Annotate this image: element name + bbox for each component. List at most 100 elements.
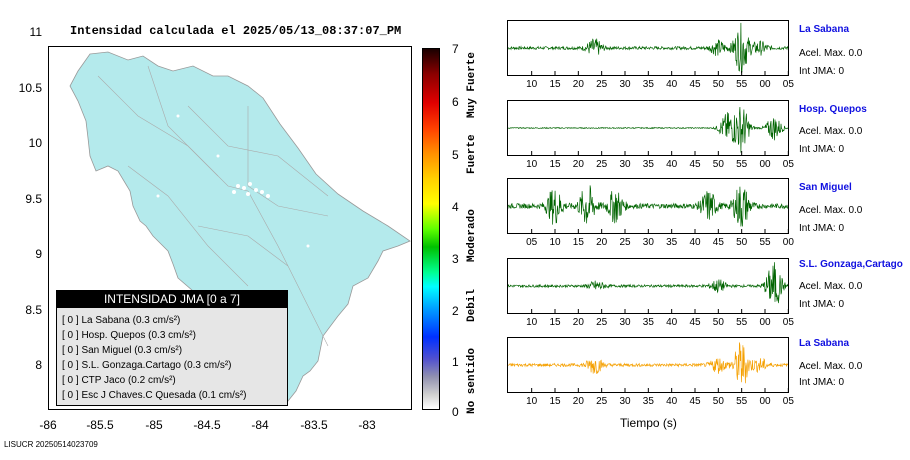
- trace-tick-label: 25: [596, 317, 608, 328]
- colorbar-tick: 6: [452, 95, 459, 109]
- trace-tick-label: 35: [642, 317, 654, 328]
- map-y-tick: 9: [35, 247, 42, 261]
- colorbar-tick: 5: [452, 148, 459, 162]
- station-jma: Int JMA: 0: [799, 299, 845, 310]
- trace-tick-label: 20: [572, 159, 584, 170]
- station-jma: Int JMA: 0: [799, 377, 845, 388]
- trace-tick-label: 35: [642, 396, 654, 407]
- trace-tick-label: 35: [642, 159, 654, 170]
- trace-waveform: [508, 106, 788, 153]
- trace-tick-label: 05: [782, 159, 794, 170]
- trace-tick-label: 00: [782, 237, 794, 248]
- time-axis-label: Tiempo (s): [620, 416, 677, 430]
- trace-tick-label: 55: [736, 396, 748, 407]
- map-roads: [97, 65, 329, 347]
- trace-tick-label: 35: [642, 79, 654, 90]
- trace-tick-label: 05: [782, 396, 794, 407]
- trace-tick-label: 25: [619, 237, 631, 248]
- trace-waveform: [508, 22, 788, 74]
- station-jma: Int JMA: 0: [799, 66, 845, 77]
- trace-tick-label: 10: [526, 159, 538, 170]
- station-jma: Int JMA: 0: [799, 223, 845, 234]
- trace-tick-label: 50: [712, 396, 724, 407]
- map-x-tick: -84.5: [193, 418, 221, 432]
- legend-item: [ 0 ] Hosp. Quepos (0.3 cm/s²): [62, 330, 196, 341]
- trace-tick-label: 50: [736, 237, 748, 248]
- trace-tick-label: 15: [549, 79, 561, 90]
- trace-tick-label: 20: [572, 317, 584, 328]
- colorbar-tick: 7: [452, 42, 459, 56]
- chart-title: Intensidad calculada el 2025/05/13_08:37…: [70, 24, 402, 38]
- trace-tick-label: 40: [689, 237, 701, 248]
- trace-tick-label: 45: [712, 237, 724, 248]
- trace-tick-label: 10: [526, 317, 538, 328]
- trace-tick-label: 10: [526, 79, 538, 90]
- trace-tick-label: 40: [666, 79, 678, 90]
- trace-tick-label: 35: [666, 237, 678, 248]
- trace-tick-label: 20: [572, 396, 584, 407]
- colorbar-category: Debil: [466, 288, 478, 322]
- map-y-tick: 8.5: [25, 303, 42, 317]
- station-name: La Sabana: [799, 338, 850, 349]
- trace-tick-label: 40: [666, 159, 678, 170]
- trace-tick-label: 15: [549, 159, 561, 170]
- costa-rica-landmass: [69, 51, 411, 402]
- trace-tick-label: 20: [596, 237, 608, 248]
- station-acel: Acel. Max. 0.0: [799, 361, 863, 372]
- trace-tick-label: 10: [526, 396, 538, 407]
- trace-tick-label: 40: [666, 317, 678, 328]
- trace-tick-label: 05: [526, 237, 538, 248]
- legend-item: [ 0 ] La Sabana (0.3 cm/s²): [62, 315, 181, 326]
- trace-tick-label: 00: [759, 159, 771, 170]
- seismogram-trace-2: [508, 185, 788, 233]
- legend-item: [ 0 ] S.L. Gonzaga.Cartago (0.3 cm/s²): [62, 360, 232, 371]
- colorbar-category: Fuerte: [466, 134, 478, 174]
- trace-tick-label: 00: [759, 317, 771, 328]
- trace-tick-label: 10: [549, 237, 561, 248]
- colorbar-category: Moderado: [466, 209, 478, 262]
- map-y-tick: 11: [29, 25, 42, 39]
- map-x-tick: -83: [358, 418, 376, 432]
- colorbar-tick: 0: [452, 405, 459, 419]
- colorbar-category: Muy Fuerte: [466, 51, 478, 118]
- trace-tick-label: 45: [689, 159, 701, 170]
- footer-id: LISUCR 20250514023709: [4, 440, 98, 449]
- station-name: La Sabana: [799, 24, 850, 35]
- seismogram-trace-0: [508, 22, 788, 75]
- trace-waveform: [508, 185, 788, 227]
- trace-tick-label: 50: [712, 159, 724, 170]
- station-name: S.L. Gonzaga,Cartago: [799, 259, 903, 270]
- trace-tick-label: 40: [666, 396, 678, 407]
- legend-item: [ 0 ] Esc J Chaves.C Quesada (0.1 cm/s²): [62, 390, 247, 401]
- trace-tick-label: 05: [782, 79, 794, 90]
- station-name: Hosp. Quepos: [799, 104, 867, 115]
- legend-item: [ 0 ] San Miguel (0.3 cm/s²): [62, 345, 183, 356]
- trace-waveform: [508, 342, 788, 384]
- map-x-tick: -85.5: [86, 418, 114, 432]
- colorbar-tick: 1: [452, 355, 459, 369]
- trace-tick-label: 30: [619, 79, 631, 90]
- station-acel: Acel. Max. 0.0: [799, 48, 863, 59]
- trace-tick-label: 45: [689, 317, 701, 328]
- seismogram-trace-3: [508, 262, 788, 313]
- station-acel: Acel. Max. 0.0: [799, 281, 863, 292]
- seismogram-trace-1: [508, 106, 788, 155]
- trace-tick-label: 30: [619, 159, 631, 170]
- map-x-tick: -85: [145, 418, 163, 432]
- trace-tick-label: 05: [782, 317, 794, 328]
- trace-tick-label: 00: [759, 79, 771, 90]
- trace-tick-label: 00: [759, 396, 771, 407]
- map-x-tick: -84: [251, 418, 269, 432]
- trace-tick-label: 55: [759, 237, 771, 248]
- map-y-tick: 10.5: [18, 81, 42, 95]
- station-name: San Miguel: [799, 182, 852, 193]
- trace-tick-label: 30: [619, 317, 631, 328]
- legend-item: [ 0 ] CTP Jaco (0.2 cm/s²): [62, 375, 176, 386]
- map-city-cluster: [156, 114, 310, 248]
- map-y-tick: 10: [28, 136, 42, 150]
- trace-tick-label: 15: [572, 237, 584, 248]
- colorbar-category: No sentido: [466, 347, 478, 414]
- colorbar-tick: 2: [452, 304, 459, 318]
- map-x-tick: -86: [39, 418, 57, 432]
- trace-tick-label: 15: [549, 317, 561, 328]
